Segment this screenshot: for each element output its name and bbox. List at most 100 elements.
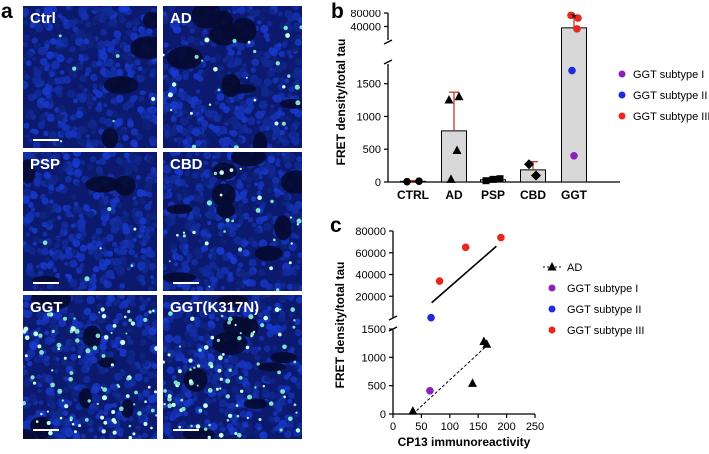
nucleus xyxy=(220,285,225,290)
nucleus xyxy=(258,302,267,311)
nucleus xyxy=(289,129,298,138)
fret-signal-dot xyxy=(178,345,182,348)
significance-star: * xyxy=(571,10,577,27)
nucleus xyxy=(170,116,177,123)
signal-layer xyxy=(23,307,157,439)
nucleus xyxy=(178,15,185,23)
nucleus xyxy=(100,236,109,245)
nucleus xyxy=(146,191,153,198)
nucleus xyxy=(93,252,102,260)
nucleus xyxy=(23,188,31,197)
nucleus xyxy=(294,201,302,210)
nucleus xyxy=(115,312,124,321)
nucleus xyxy=(181,20,187,26)
fret-signal-dot xyxy=(152,309,155,313)
legend-label: GGT subtype I xyxy=(633,69,704,81)
fret-signal-dot xyxy=(293,319,296,322)
nucleus xyxy=(44,330,50,336)
nucleus xyxy=(283,250,291,258)
micrograph-label: CBD xyxy=(170,156,203,173)
nucleus xyxy=(286,49,292,56)
nucleus xyxy=(226,138,233,145)
fret-signal-dot xyxy=(221,353,225,356)
fret-signal-dot xyxy=(283,25,288,31)
nucleus xyxy=(79,74,87,83)
fret-signal-dot xyxy=(40,412,43,416)
nucleus xyxy=(49,321,58,330)
nucleus xyxy=(245,42,251,48)
fret-signal-dot xyxy=(189,111,193,115)
nucleus xyxy=(105,300,112,307)
nucleus xyxy=(93,16,98,21)
x-tick-label: 50 xyxy=(415,421,427,433)
y-tick-label: 40000 xyxy=(355,270,386,282)
fret-signal-dot xyxy=(58,34,62,38)
nucleus xyxy=(37,121,46,129)
fret-signal-dot xyxy=(126,394,130,398)
nucleus xyxy=(37,46,47,56)
nucleus xyxy=(283,430,292,439)
fret-signal-dot xyxy=(102,387,107,392)
nucleus xyxy=(236,181,244,190)
nucleus xyxy=(133,199,139,205)
nucleus xyxy=(275,65,284,73)
nucleus xyxy=(32,141,41,148)
fret-signal-dot xyxy=(125,332,128,335)
nucleus xyxy=(168,127,178,137)
dark-region xyxy=(216,295,249,308)
nucleus xyxy=(90,385,100,394)
nucleus xyxy=(146,334,153,340)
nucleus xyxy=(135,314,144,324)
nucleus xyxy=(237,6,246,15)
nucleus xyxy=(72,205,82,214)
nucleus xyxy=(245,348,250,354)
nucleus xyxy=(187,129,192,134)
nucleus xyxy=(55,273,61,279)
nucleus xyxy=(23,295,32,302)
nucleus xyxy=(128,152,138,160)
nucleus xyxy=(146,297,151,302)
nucleus xyxy=(41,320,46,326)
nucleus xyxy=(27,202,34,208)
fret-signal-dot xyxy=(112,119,115,123)
nucleus xyxy=(98,367,106,375)
fret-signal-dot xyxy=(213,67,218,72)
fret-signal-dot xyxy=(163,53,165,57)
nucleus xyxy=(184,222,192,231)
nucleus xyxy=(38,400,44,406)
nucleus xyxy=(279,295,287,304)
data-point xyxy=(482,177,490,185)
nucleus xyxy=(214,115,221,123)
nucleus xyxy=(277,11,283,17)
nucleus xyxy=(174,397,181,404)
nucleus xyxy=(223,137,228,142)
nucleus xyxy=(262,6,268,13)
nucleus xyxy=(142,233,151,243)
nucleus xyxy=(34,177,42,185)
micrograph-image xyxy=(163,295,302,439)
nucleus xyxy=(121,6,130,12)
fret-signal-dot xyxy=(72,66,77,71)
nucleus xyxy=(104,118,113,128)
nucleus xyxy=(120,260,128,268)
fret-signal-dot xyxy=(181,406,186,412)
nucleus xyxy=(90,129,96,135)
fret-signal-dot xyxy=(167,92,173,98)
nucleus xyxy=(78,139,87,147)
fret-signal-dot xyxy=(229,168,234,172)
nucleus xyxy=(128,415,134,422)
nucleus xyxy=(163,229,168,235)
nucleus xyxy=(114,336,122,344)
nucleus xyxy=(86,93,94,100)
fit-line xyxy=(431,245,497,304)
nucleus xyxy=(137,66,143,71)
nucleus xyxy=(192,295,200,301)
nucleus xyxy=(205,285,215,291)
fret-signal-dot xyxy=(239,167,242,171)
nucleus xyxy=(163,233,166,238)
nucleus xyxy=(282,401,287,406)
nucleus xyxy=(259,295,267,299)
fret-signal-dot xyxy=(48,430,53,436)
nucleus xyxy=(125,65,132,73)
nucleus xyxy=(132,26,138,32)
